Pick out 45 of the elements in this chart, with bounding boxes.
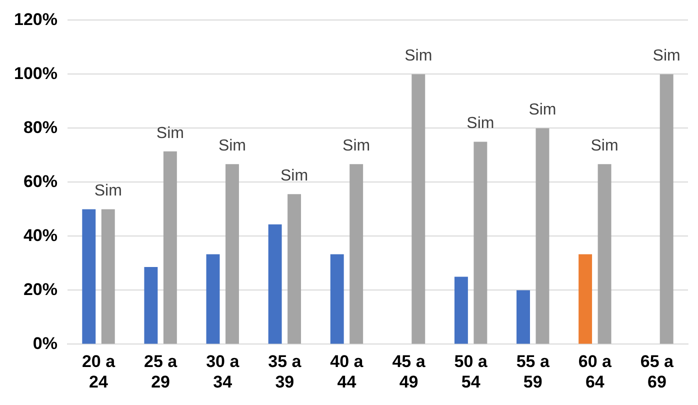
bar: [206, 254, 220, 344]
bar: [163, 151, 177, 344]
y-tick-label: 60%: [23, 172, 58, 191]
bar: [412, 74, 426, 344]
annotation: Sim: [94, 182, 122, 200]
annotation: Sim: [590, 138, 618, 155]
y-tick-label: 80%: [23, 118, 58, 137]
annotation: Sim: [156, 124, 184, 142]
bar: [225, 164, 239, 344]
bar: [288, 194, 302, 344]
annotation: Sim: [342, 138, 370, 155]
bar: [268, 224, 282, 344]
x-tick-label: 25 a 29: [144, 352, 178, 392]
bar: [454, 276, 468, 344]
bar: [516, 290, 530, 344]
bar: [598, 164, 612, 344]
annotation: Sim: [280, 167, 308, 184]
annotation: Sim: [528, 102, 556, 119]
bar: [536, 128, 550, 344]
x-tick-label: 35 a 39: [268, 352, 302, 392]
x-tick-label: 55 a 59: [516, 352, 550, 392]
y-tick-label: 120%: [14, 10, 58, 29]
y-tick-label: 0%: [32, 334, 58, 353]
annotation: Sim: [404, 48, 432, 65]
bar: [82, 209, 96, 344]
bar: [350, 164, 364, 344]
y-tick-label: 40%: [23, 226, 58, 245]
x-tick-label: 50 a 54: [454, 352, 488, 392]
x-tick-label: 60 a 64: [578, 352, 612, 392]
annotation: Sim: [218, 138, 246, 155]
bar: [474, 142, 488, 344]
annotation: Sim: [466, 115, 494, 132]
x-tick-label: 30 a 34: [206, 352, 240, 392]
bar: [330, 254, 344, 344]
bar: [660, 74, 674, 344]
x-tick-label: 45 a 49: [392, 352, 426, 392]
bar: [144, 266, 158, 344]
annotation: Sim: [652, 48, 680, 65]
y-tick-label: 100%: [14, 64, 58, 83]
x-tick-label: 65 a 69: [640, 352, 674, 392]
bar: [578, 254, 592, 344]
x-tick-label: 40 a 44: [330, 352, 364, 392]
y-tick-label: 20%: [23, 280, 58, 299]
x-tick-label: 20 a 24: [82, 352, 116, 392]
bar: [101, 209, 115, 344]
